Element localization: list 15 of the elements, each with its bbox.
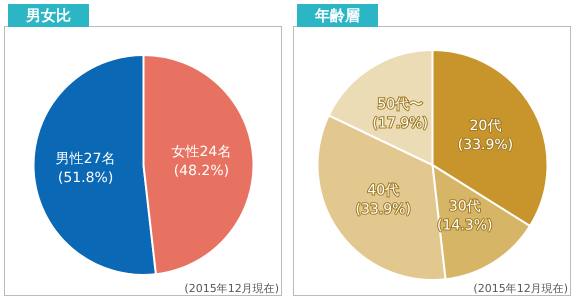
slice-label: 40代 [367, 182, 400, 199]
data-label: (33.9%) [356, 202, 411, 218]
slice-label: 女性24名 [171, 144, 232, 160]
slice-label: 50代〜 [377, 96, 424, 112]
slice-label: 20代 [470, 118, 502, 134]
data-label: (33.9%) [458, 137, 514, 154]
chart-title: 男女比 [25, 6, 71, 24]
data-label: (51.8%) [58, 170, 114, 186]
text: (2015年12月現在) [184, 282, 280, 295]
slice-label: 30代 [448, 198, 481, 215]
slice-label: 男性27名 [56, 150, 116, 167]
text: (2015年12月現在) [473, 282, 568, 295]
data-label: (17.9%) [372, 115, 428, 132]
chart-title: 年齢層 [314, 6, 360, 24]
data-label: (48.2%) [174, 163, 230, 180]
